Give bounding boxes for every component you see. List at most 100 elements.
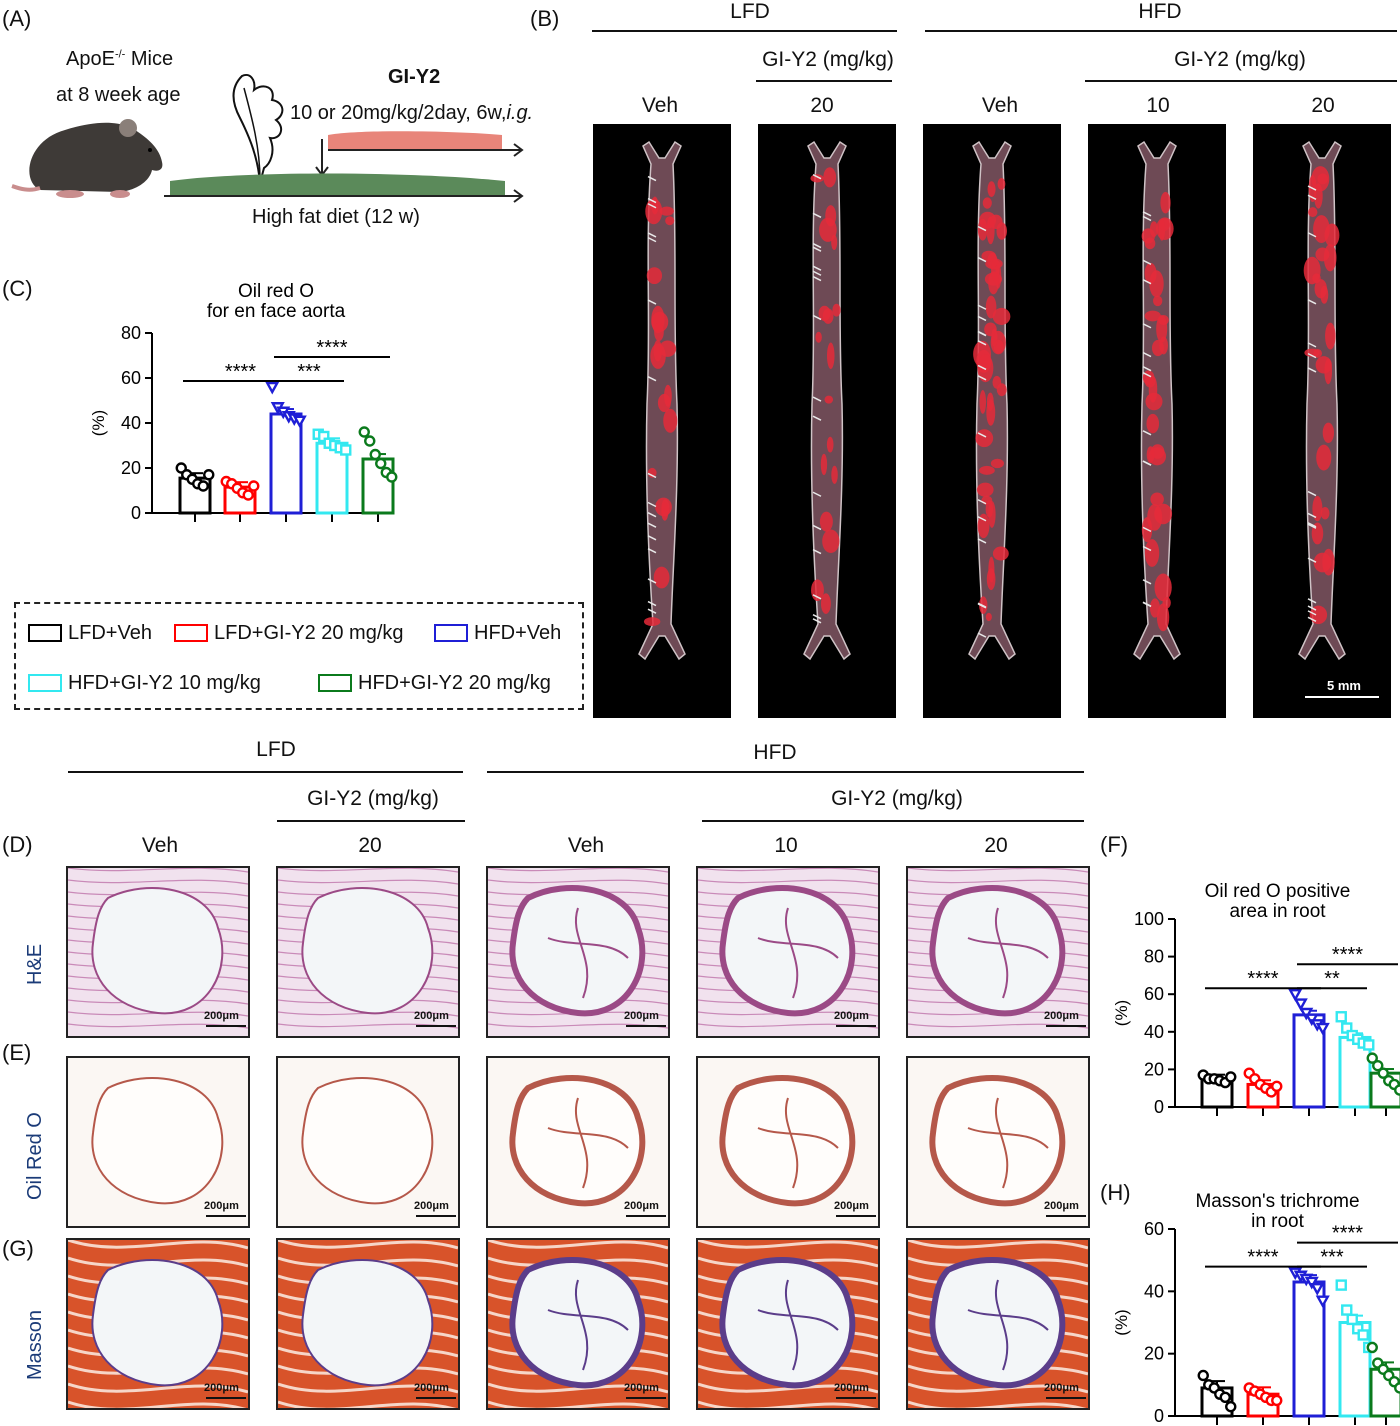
tissue-fiber [698, 1400, 877, 1408]
micro-col-veh-lfd: Veh [141, 834, 179, 857]
lipid-plaque [646, 267, 663, 285]
tissue-fiber [68, 879, 248, 885]
data-point [1197, 1369, 1209, 1382]
vessel-highlight [647, 236, 657, 243]
vessel-highlight [1307, 522, 1317, 528]
micro-col-20-lfd: 20 [358, 834, 382, 857]
vessel-lumen [509, 1075, 646, 1207]
vessel-highlight [1142, 545, 1152, 552]
data-point [1225, 1400, 1237, 1413]
y-tick-label: 20 [121, 458, 141, 478]
row-label-he: H&E [24, 943, 46, 985]
vessel-highlight [977, 538, 987, 544]
vessel-lumen [509, 1257, 646, 1389]
lipid-plaque [987, 252, 998, 269]
micrograph-drawing [698, 868, 878, 1029]
vessel-highlight [647, 512, 657, 518]
valve-leaflet [967, 907, 1049, 999]
vessel-lumen [301, 1077, 434, 1205]
micro-scale-line [1046, 1025, 1086, 1027]
micrograph-masson-5: 200μm [906, 1238, 1090, 1410]
panel-label-d: (D) [2, 832, 33, 857]
tissue-fiber [698, 1240, 878, 1250]
vessel-highlight [647, 472, 657, 479]
y-tick-label: 0 [131, 503, 141, 523]
vessel-highlight [1142, 371, 1152, 378]
valve-leaflet [757, 907, 839, 999]
micro-scale-bar: 200μm [1044, 1010, 1086, 1027]
data-point [340, 444, 352, 456]
tissue-fiber [908, 879, 1088, 885]
vessel-highlight [1307, 367, 1317, 373]
lipid-plaque [1146, 446, 1155, 464]
panel-label-a: (A) [2, 6, 32, 31]
significance-label: *** [297, 361, 321, 383]
valve-leaflet [547, 907, 629, 999]
micrograph-drawing [488, 868, 668, 1029]
lipid-plaque [1156, 315, 1168, 343]
micro-scale-line [836, 1215, 876, 1217]
vessel-highlight [977, 632, 987, 638]
row-label-oil-red-o: Oil Red O [24, 1112, 46, 1200]
micro-rule-lfd [68, 771, 463, 773]
tissue-fiber [698, 1382, 878, 1394]
vessel-highlight [812, 594, 822, 600]
data-point [1288, 988, 1303, 1002]
vessel-highlight [812, 613, 822, 620]
micrograph-he-3: 200μm [486, 866, 670, 1038]
y-tick-label: 40 [1144, 1281, 1164, 1301]
vessel-highlight [977, 516, 987, 522]
lipid-plaque [996, 383, 1007, 397]
data-point [1225, 1071, 1237, 1083]
significance-label: **** [225, 361, 256, 383]
vessel-highlight [977, 602, 987, 608]
vessel-highlight [647, 197, 657, 204]
significance-label: *** [1320, 1247, 1344, 1269]
data-point [369, 448, 381, 461]
micro-scale-line [206, 1215, 246, 1217]
y-axis-label: (%) [1112, 1309, 1131, 1335]
lipid-plaque [659, 340, 677, 357]
panel-label-h: (H) [1100, 1180, 1131, 1205]
micrograph-masson-4: 200μm [696, 1238, 880, 1410]
tissue-fiber [68, 1382, 248, 1394]
tissue-fiber [488, 1400, 667, 1408]
y-axis-label: (%) [89, 410, 108, 436]
chart-subtitle: for en face aorta [207, 301, 346, 322]
micrograph-drawing [719, 1075, 856, 1207]
micro-scale-bar: 200μm [834, 1010, 876, 1027]
tissue-fiber [278, 1382, 458, 1394]
lipid-plaque [826, 436, 834, 453]
aorta-image-lfd-gi20 [758, 124, 896, 718]
vessel-highlight [812, 270, 822, 276]
data-point [1366, 1341, 1378, 1354]
timeline-diagram [164, 131, 524, 203]
lipid-plaque [1312, 273, 1321, 284]
vessel-highlight [812, 396, 822, 402]
lipid-plaque [820, 453, 828, 476]
vessel-highlight [977, 330, 987, 337]
lipid-plaque [661, 499, 670, 517]
vessel-highlight [1307, 557, 1317, 563]
micro-scale-line [836, 1025, 876, 1027]
data-point [1335, 1011, 1347, 1023]
micro-header-gi-hfd: GI-Y2 (mg/kg) [831, 787, 963, 810]
y-tick-label: 40 [1144, 1022, 1164, 1042]
tissue-fiber [908, 1400, 1087, 1408]
lipid-plaque [818, 305, 831, 321]
data-point [1394, 1382, 1400, 1394]
legend-item-hfd-gi20: HFD+GI-Y2 20 mg/kg [318, 672, 551, 695]
y-tick-label: 40 [121, 413, 141, 433]
micro-scale-line [416, 1215, 456, 1217]
lipid-plaque [1317, 173, 1329, 185]
data-point [1271, 1080, 1283, 1093]
legend-item-hfd-veh: HFD+Veh [434, 622, 561, 645]
vessel-highlight [1307, 605, 1317, 611]
vessel-highlight [812, 491, 822, 497]
vessel-highlight [1307, 598, 1317, 604]
vessel-highlight [647, 535, 657, 541]
data-point [386, 471, 398, 483]
lipid-plaque [987, 181, 996, 197]
data-point [1341, 1304, 1353, 1316]
